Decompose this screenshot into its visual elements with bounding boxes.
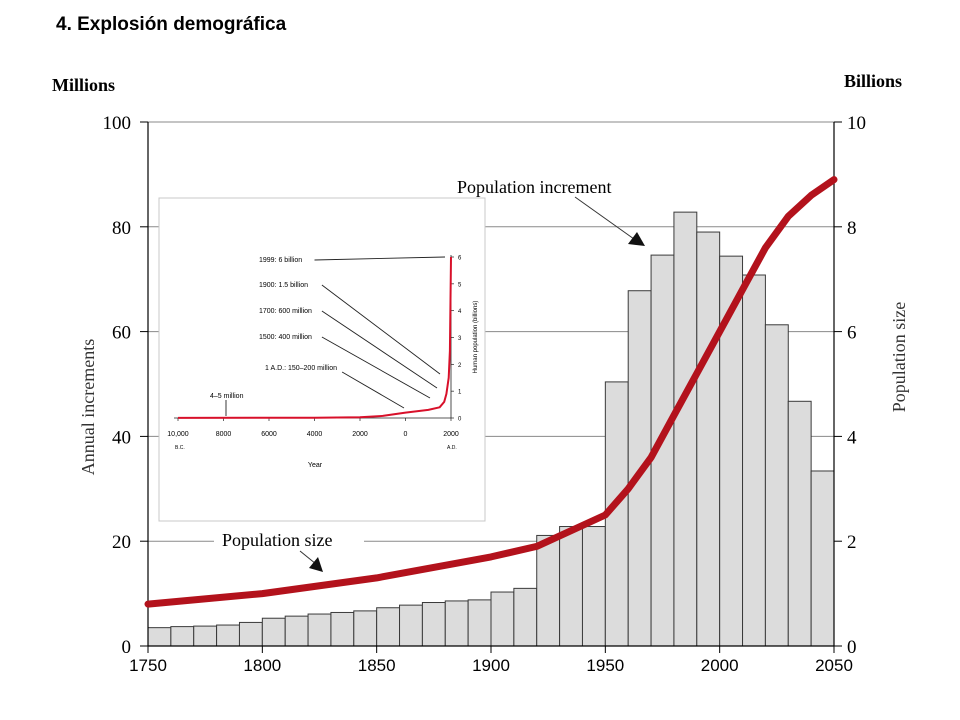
population-size-label: Population size (222, 530, 333, 550)
inset-y-tick-label: 0 (458, 417, 462, 423)
increment-bar (742, 274, 766, 647)
right-unit-label: Billions (844, 71, 902, 91)
inset-y-tick-label: 4 (458, 309, 462, 315)
right-tick-label: 2 (847, 532, 857, 553)
inset-annotation-label: 1 A.D.: 150–200 million (265, 365, 337, 372)
inset-population-line (177, 256, 452, 419)
inset-y-axis-title: Human population (billions) (473, 301, 479, 374)
increment-bar (147, 627, 172, 647)
left-unit-label: Millions (52, 75, 115, 95)
right-tick-label: 4 (847, 427, 857, 448)
left-tick-label: 0 (122, 637, 132, 658)
inset-y-tick-label: 3 (458, 336, 462, 342)
left-tick-label: 100 (103, 113, 132, 134)
increment-bar (467, 599, 492, 647)
population-size-label-bg (214, 529, 364, 551)
x-tick-label: 1800 (243, 656, 281, 675)
y-axis-left-title: Annual increments (78, 339, 98, 475)
inset-x-tick-label: 2000 (352, 431, 368, 438)
x-tick-label: 2050 (815, 656, 853, 675)
population-size-arrow-shaft (299, 550, 317, 565)
inset-x-tick-label: 8000 (216, 431, 232, 438)
increment-bar (581, 526, 606, 647)
inset-annotation-label: 4–5 million (210, 393, 244, 400)
slide-title: 4. Explosión demográfica (56, 14, 287, 35)
inset-annotation-label: 1900: 1.5 billion (259, 282, 308, 289)
population-size-arrowhead (309, 557, 323, 572)
left-tick-label: 80 (112, 218, 131, 239)
population-increment-callout: Population increment (457, 177, 645, 246)
inset-y-tick-label: 6 (458, 256, 462, 262)
increment-bar (261, 617, 286, 647)
inset-x-axis-title: Year (308, 462, 323, 469)
increment-bar (444, 600, 469, 647)
increment-bar (238, 621, 263, 647)
population-increment-arrowhead (628, 232, 645, 246)
x-tick-label: 2000 (701, 656, 739, 675)
population-increment-label: Population increment (457, 177, 611, 197)
right-tick-label: 8 (847, 218, 857, 239)
inset-annotation-leader (314, 256, 446, 261)
increment-bar (193, 625, 218, 647)
increment-bar (764, 324, 789, 647)
inset-x-tick-label: 0 (404, 431, 408, 438)
increment-bar (170, 626, 195, 647)
inset-x-tick-label: 2000 (443, 431, 459, 438)
increment-bar (673, 211, 698, 647)
right-tick-label: 10 (847, 113, 866, 134)
increment-bar (810, 470, 835, 647)
left-tick-label: 40 (112, 427, 131, 448)
increment-bar (559, 526, 583, 647)
population-size-line (144, 176, 838, 608)
inset-x-tick-label: 4000 (307, 431, 323, 438)
increment-bar (787, 400, 812, 647)
inset-era-label: A.D. (447, 445, 457, 451)
inset-era-label: B.C. (175, 445, 185, 451)
population-increment-arrow-shaft (574, 196, 635, 240)
increment-bar (536, 534, 561, 647)
left-tick-label: 20 (112, 532, 131, 553)
inset-annotation-leader (321, 284, 441, 375)
right-tick-label: 0 (847, 637, 857, 658)
increment-bar (399, 604, 423, 647)
x-tick-label: 1900 (472, 656, 510, 675)
inset-y-tick-label: 2 (458, 363, 462, 369)
x-tick-label: 1850 (358, 656, 396, 675)
increment-bar (490, 591, 515, 647)
inset-y-tick-label: 1 (458, 390, 462, 396)
increment-bar (376, 607, 401, 647)
y-axis-right-title: Population size (889, 302, 909, 413)
inset-x-tick-label: 6000 (261, 431, 277, 438)
increment-bar (216, 624, 240, 647)
increment-bar (421, 602, 446, 647)
x-tick-label: 1950 (586, 656, 624, 675)
left-tick-label: 60 (112, 323, 131, 344)
increment-bar (330, 611, 355, 647)
inset-annotation-label: 1999: 6 billion (259, 257, 302, 264)
population-size-layer (144, 176, 838, 608)
inset-annotation-leader (341, 371, 405, 409)
inset-annotation-label: 1700: 600 million (259, 308, 312, 315)
inset-chart: 10,000 8000 6000 4000 2000 0 2000 B.C. A.D. 0 1 2 3 4… (158, 197, 486, 522)
right-tick-label: 6 (847, 323, 857, 344)
increment-bar (513, 587, 538, 647)
increment-bar (353, 610, 378, 647)
population-size-callout: Population size (214, 529, 364, 572)
inset-y-tick-label: 5 (458, 282, 462, 288)
increment-bar (284, 615, 309, 647)
inset-x-tick-label: 10,000 (167, 431, 189, 438)
inset-content: 10,000 8000 6000 4000 2000 0 2000 B.C. A.D. 0 1 2 3 4… (167, 255, 462, 451)
increment-bar (696, 231, 721, 647)
inset-annotation-label: 1500: 400 million (259, 334, 312, 341)
x-tick-label: 1750 (129, 656, 167, 675)
inset-annotation-leader (321, 336, 431, 399)
increment-bar (307, 613, 332, 647)
inset-frame (158, 197, 486, 522)
inset-annotation-leader (321, 310, 438, 389)
